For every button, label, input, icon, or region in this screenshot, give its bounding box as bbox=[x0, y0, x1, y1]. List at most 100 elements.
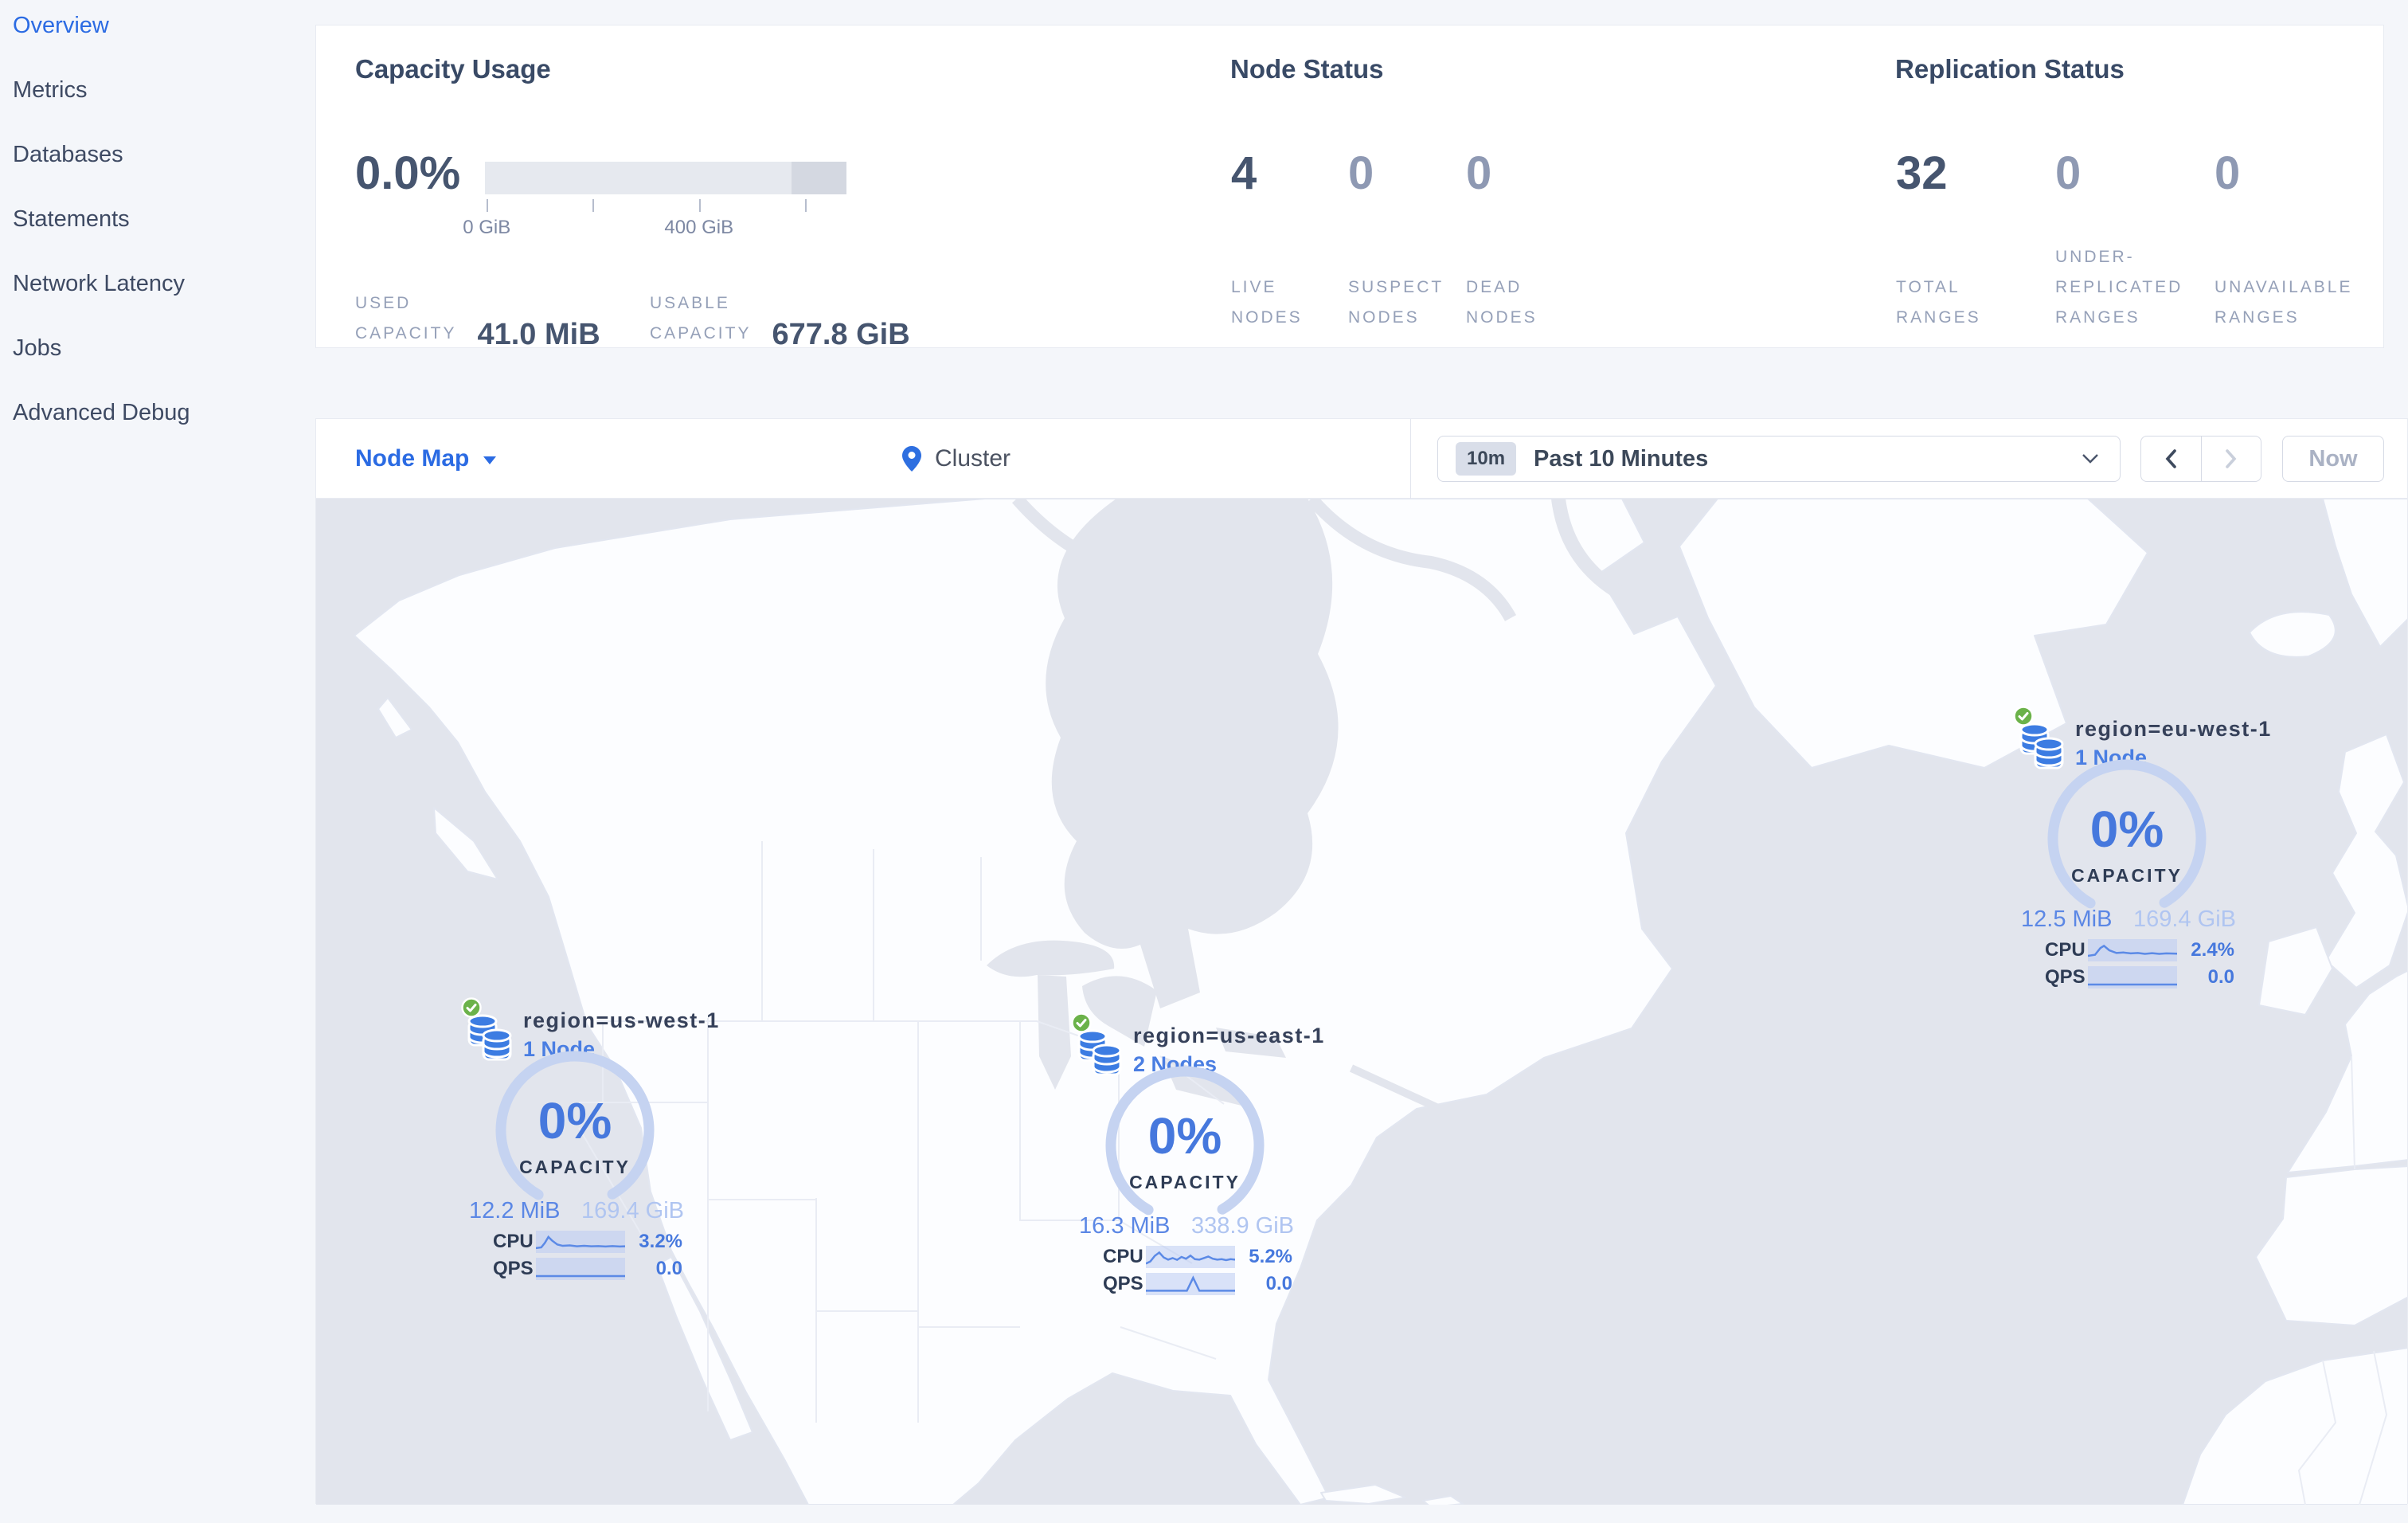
unavailable-ranges-count: 0 bbox=[2214, 147, 2241, 199]
region-used-capacity: 12.2 MiB bbox=[469, 1198, 561, 1223]
region-usable-capacity: 338.9 GiB bbox=[1191, 1213, 1294, 1239]
map-geography bbox=[354, 499, 2407, 1505]
breadcrumb-label: Cluster bbox=[935, 445, 1011, 472]
map-toolbar: Node Map Cluster 10m Past 10 Minutes bbox=[316, 419, 2407, 499]
cpu-label: CPU bbox=[1103, 1246, 1143, 1267]
view-selector-dropdown[interactable]: Node Map bbox=[355, 419, 497, 499]
gauge-capacity-label: CAPACITY bbox=[2071, 865, 2183, 886]
under-replicated-ranges-count: 0 bbox=[2055, 147, 2082, 199]
cpu-sparkline bbox=[2088, 939, 2177, 961]
total-ranges-label: TOTAL RANGES bbox=[1896, 278, 1981, 327]
qps-value: 0.0 bbox=[1265, 1273, 1292, 1294]
used-capacity-stat: USED CAPACITY 41.0 MiB bbox=[355, 288, 600, 351]
capacity-percent: 0.0% bbox=[355, 147, 461, 199]
gauge-capacity-label: CAPACITY bbox=[1129, 1172, 1241, 1192]
live-nodes-label: LIVE NODES bbox=[1231, 278, 1303, 327]
qps-sparkline bbox=[2088, 966, 2177, 989]
region-marker-us-west-1: region=us-west-1 1 Node 0% CAPACITY 12.2… bbox=[459, 997, 718, 1284]
world-map: region=us-west-1 1 Node 0% CAPACITY 12.2… bbox=[316, 499, 2407, 1505]
sidebar-item-network-latency[interactable]: Network Latency bbox=[13, 271, 185, 296]
time-window-label: Past 10 Minutes bbox=[1534, 445, 1709, 472]
cpu-value: 2.4% bbox=[2191, 939, 2234, 961]
cpu-sparkline bbox=[536, 1231, 625, 1253]
node-status-title: Node Status bbox=[1230, 54, 1384, 84]
under-replicated-ranges-label: UNDER- REPLICATED RANGES bbox=[2055, 248, 2183, 327]
toolbar-divider bbox=[1410, 419, 1411, 499]
next-time-window-button[interactable] bbox=[2202, 437, 2261, 481]
total-ranges-count: 32 bbox=[1896, 147, 1948, 199]
region-used-capacity: 12.5 MiB bbox=[2021, 906, 2113, 932]
time-window-badge: 10m bbox=[1456, 442, 1517, 476]
region-used-capacity: 16.3 MiB bbox=[1079, 1213, 1171, 1239]
capacity-gauge: 0% CAPACITY bbox=[491, 1047, 659, 1214]
suspect-nodes-label: SUSPECT NODES bbox=[1348, 278, 1444, 327]
region-usable-capacity: 169.4 GiB bbox=[581, 1198, 684, 1223]
now-button-label: Now bbox=[2308, 445, 2358, 472]
capacity-bar bbox=[485, 162, 846, 194]
suspect-nodes-count: 0 bbox=[1348, 147, 1374, 199]
dead-nodes-label: DEAD NODES bbox=[1466, 278, 1538, 327]
chevron-right-icon bbox=[2225, 449, 2237, 468]
database-stack-icon bbox=[1077, 1029, 1122, 1076]
gauge-arc bbox=[1105, 1066, 1265, 1225]
time-window-select[interactable]: 10m Past 10 Minutes bbox=[1437, 436, 2121, 482]
qps-value: 0.0 bbox=[2207, 966, 2234, 988]
qps-value: 0.0 bbox=[655, 1258, 682, 1279]
sidebar-item-statements[interactable]: Statements bbox=[13, 206, 130, 232]
chevron-down-icon bbox=[2082, 454, 2098, 464]
gauge-percent: 0% bbox=[1147, 1107, 1222, 1165]
sidebar-item-jobs[interactable]: Jobs bbox=[13, 335, 62, 361]
caret-down-icon bbox=[483, 456, 497, 464]
unavailable-ranges-label: UNAVAILABLE RANGES bbox=[2214, 278, 2353, 327]
cluster-summary-card: Capacity Usage 0.0% 0 GiB 400 GiB USED CA… bbox=[315, 25, 2384, 351]
cpu-label: CPU bbox=[2045, 939, 2086, 961]
used-capacity-value: 41.0 MiB bbox=[477, 318, 600, 351]
prev-time-window-button[interactable] bbox=[2141, 437, 2202, 481]
chevron-left-icon bbox=[2165, 449, 2177, 468]
now-button[interactable]: Now bbox=[2282, 436, 2384, 482]
sidebar-item-metrics[interactable]: Metrics bbox=[13, 77, 88, 103]
region-marker-eu-west-1: region=eu-west-1 1 Node 0% CAPACITY 12.5… bbox=[2011, 706, 2270, 992]
gauge-capacity-label: CAPACITY bbox=[519, 1157, 631, 1177]
region-name-link[interactable]: region=eu-west-1 bbox=[2075, 717, 2272, 741]
database-stack-icon bbox=[467, 1014, 512, 1061]
database-stack-icon bbox=[2019, 722, 2064, 769]
sidebar-item-overview[interactable]: Overview bbox=[13, 13, 109, 38]
region-marker-us-east-1: region=us-east-1 2 Nodes 0% CAPACITY 16.… bbox=[1069, 1012, 1323, 1299]
node-status-section: Node Status 4 0 0 LIVE NODES SUSPECT NODES… bbox=[1191, 25, 1856, 347]
region-name-link[interactable]: region=us-west-1 bbox=[523, 1008, 720, 1032]
capacity-gauge: 0% CAPACITY bbox=[2043, 755, 2211, 922]
cpu-value: 3.2% bbox=[639, 1231, 682, 1252]
gauge-percent: 0% bbox=[2089, 801, 2164, 858]
breadcrumb[interactable]: Cluster bbox=[901, 419, 1010, 499]
sidebar-item-advanced-debug[interactable]: Advanced Debug bbox=[13, 400, 190, 425]
capacity-gauge: 0% CAPACITY bbox=[1101, 1062, 1268, 1229]
time-window-pager bbox=[2140, 436, 2261, 482]
usable-capacity-stat: USABLE CAPACITY 677.8 GiB bbox=[650, 288, 910, 351]
gauge-arc bbox=[2047, 759, 2207, 918]
map-pin-icon bbox=[902, 446, 921, 472]
live-nodes-count: 4 bbox=[1231, 147, 1257, 199]
capacity-usage-section: Capacity Usage 0.0% 0 GiB 400 GiB USED CA… bbox=[316, 25, 1191, 351]
qps-label: QPS bbox=[2045, 966, 2086, 988]
capacity-bar-chart: 0 GiB 400 GiB bbox=[463, 162, 846, 238]
qps-label: QPS bbox=[493, 1258, 534, 1279]
qps-sparkline bbox=[1146, 1273, 1235, 1295]
region-name-link[interactable]: region=us-east-1 bbox=[1133, 1024, 1325, 1047]
usable-capacity-label: USABLE bbox=[650, 294, 730, 312]
gauge-arc bbox=[495, 1051, 655, 1210]
node-map-panel: Node Map Cluster 10m Past 10 Minutes bbox=[315, 418, 2408, 1505]
qps-label: QPS bbox=[1103, 1273, 1143, 1294]
qps-sparkline bbox=[536, 1258, 625, 1280]
sidebar: Overview Metrics Databases Statements Ne… bbox=[0, 0, 315, 1523]
region-usable-capacity: 169.4 GiB bbox=[2133, 906, 2236, 932]
gauge-percent: 0% bbox=[538, 1092, 612, 1149]
usable-capacity-value: 677.8 GiB bbox=[772, 318, 910, 351]
used-capacity-label: USED bbox=[355, 294, 412, 312]
cpu-sparkline bbox=[1146, 1246, 1235, 1268]
capacity-usage-title: Capacity Usage bbox=[355, 54, 551, 84]
capacity-bar-axis: 0 GiB 400 GiB bbox=[463, 194, 846, 238]
cpu-value: 5.2% bbox=[1249, 1246, 1292, 1267]
sidebar-item-databases[interactable]: Databases bbox=[13, 142, 123, 167]
cpu-label: CPU bbox=[493, 1231, 534, 1252]
